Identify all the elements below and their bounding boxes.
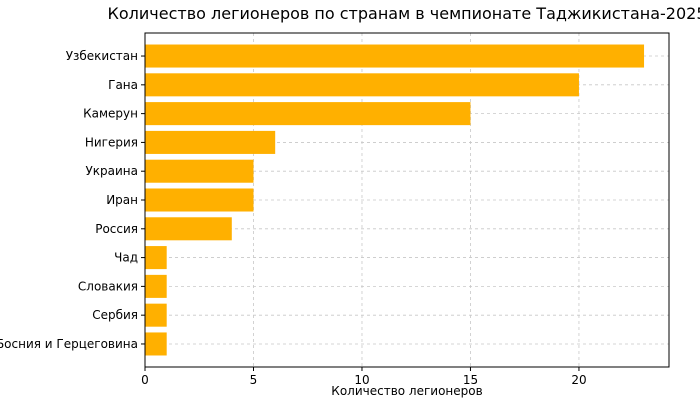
y-tick-label: Нигерия <box>85 135 138 149</box>
chart-title: Количество легионеров по странам в чемпи… <box>108 4 700 23</box>
y-tick-label: Сербия <box>92 308 138 322</box>
y-tick-label: Камерун <box>83 107 138 121</box>
x-tick-label: 20 <box>571 373 586 387</box>
y-tick-label: Чад <box>114 251 138 265</box>
bar-6 <box>145 188 253 211</box>
bar-2 <box>145 73 579 96</box>
bar-8 <box>145 246 167 269</box>
bar-1 <box>145 45 644 68</box>
x-axis-label: Количество легионеров <box>331 384 482 398</box>
bar-5 <box>145 160 253 183</box>
bar-10 <box>145 304 167 327</box>
y-tick-label: Украина <box>85 164 138 178</box>
y-tick-label: Босния и Герцеговина <box>0 337 138 351</box>
x-tick-label: 5 <box>250 373 258 387</box>
y-tick-label: Россия <box>95 222 138 236</box>
y-tick-label: Словакия <box>78 279 138 293</box>
x-tick-label: 0 <box>141 373 149 387</box>
bar-4 <box>145 131 275 154</box>
bar-9 <box>145 275 167 298</box>
y-tick-label: Гана <box>108 78 138 92</box>
bar-3 <box>145 102 470 125</box>
bar-7 <box>145 217 232 240</box>
y-tick-label: Узбекистан <box>66 49 138 63</box>
y-tick-label: Иран <box>106 193 138 207</box>
bars <box>145 45 644 356</box>
bar-11 <box>145 332 167 355</box>
